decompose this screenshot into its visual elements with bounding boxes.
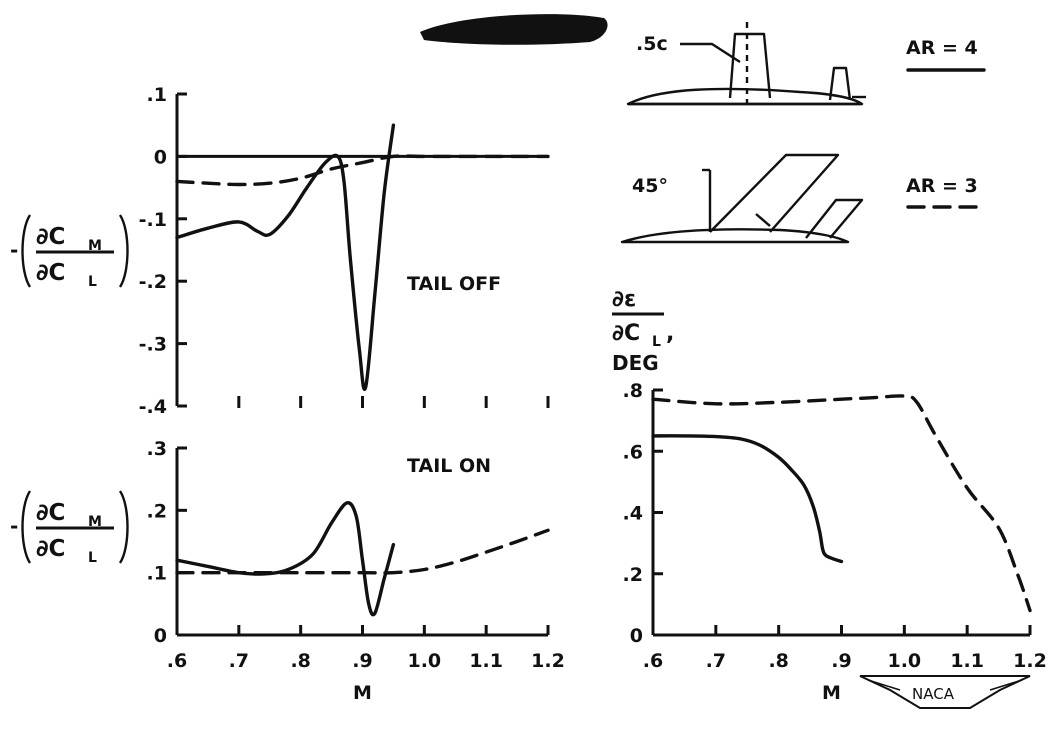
x-axis-label: M xyxy=(822,682,841,704)
tail-on-annotation: TAIL ON xyxy=(407,455,491,477)
x-axis-label: M xyxy=(353,682,372,704)
x-tick-label: .8 xyxy=(290,650,310,672)
series-ar4-line xyxy=(651,434,844,564)
series-ar3-line xyxy=(175,154,550,187)
x-tick-label: .8 xyxy=(768,650,788,672)
panel-tail-on: .3 .2 .1 0.6 .7 .8 .9 1.0 1.1 1.2 M xyxy=(147,438,565,704)
naca-logo: NACA xyxy=(859,675,1031,709)
planform-sketch-ar3: 45° xyxy=(620,153,864,244)
ylabel-tail-off: - ∂C M ∂C L xyxy=(10,214,129,290)
series-ar3-line xyxy=(175,528,550,575)
ylabel-denominator: ∂C xyxy=(36,536,65,562)
x-tick-label: 1.0 xyxy=(407,650,441,672)
y-tick-label: .1 xyxy=(147,84,167,106)
tail-off-annotation: TAIL OFF xyxy=(407,273,501,295)
y-tick-label: .1 xyxy=(147,563,167,585)
y-tick-label: 0 xyxy=(154,146,167,168)
ylabel-numerator-sub: M xyxy=(88,514,102,530)
x-tick-label: 1.2 xyxy=(531,650,565,672)
y-tick-label: .2 xyxy=(623,564,643,586)
x-tick-label: .6 xyxy=(643,650,663,672)
y-tick-label: .4 xyxy=(623,503,643,525)
ylabel-numerator: ∂C xyxy=(36,500,65,526)
x-tick-label: .7 xyxy=(706,650,726,672)
y-tick-label: .3 xyxy=(147,438,167,460)
y-tick-label: -.2 xyxy=(139,271,167,293)
legend-ar4-label: AR = 4 xyxy=(906,37,978,59)
ylabel-downwash: ∂ε ∂C L , DEG xyxy=(612,287,674,375)
ylabel-tail-on: - ∂C M ∂C L xyxy=(10,490,129,566)
sweep-label: 45° xyxy=(632,175,668,197)
x-tick-label: 1.2 xyxy=(1013,650,1047,672)
ylabel-sign: - xyxy=(10,514,18,538)
ylabel-sign: - xyxy=(10,238,18,262)
y-tick-label: -.3 xyxy=(139,334,167,356)
ylabel-downwash-numerator: ∂ε xyxy=(612,287,636,312)
planform-sketch-ar4: .5c xyxy=(626,22,866,110)
ylabel-downwash-unit: DEG xyxy=(612,351,659,375)
x-tick-label: 1.1 xyxy=(469,650,503,672)
y-tick-label: -.1 xyxy=(139,209,167,231)
ylabel-downwash-comma: , xyxy=(666,321,674,346)
panel-downwash: .8.6.4.20.6.7.8.9 1.0 1.1 1.2M xyxy=(623,380,1047,704)
y-tick-label: 0 xyxy=(630,625,643,647)
x-tick-label: .7 xyxy=(229,650,249,672)
naca-logo-text: NACA xyxy=(912,685,955,703)
redaction-mark xyxy=(420,14,608,45)
y-tick-label: .8 xyxy=(623,380,643,402)
series-ar3-line xyxy=(651,394,1032,613)
y-tick-label: .2 xyxy=(147,500,167,522)
y-tick-label: -.4 xyxy=(139,396,167,418)
series-ar4-line xyxy=(175,501,396,617)
x-tick-label: .6 xyxy=(167,650,187,672)
ylabel-downwash-sub: L xyxy=(652,334,661,350)
y-tick-label: .6 xyxy=(623,441,643,463)
ylabel-denominator-sub: L xyxy=(88,274,97,290)
ylabel-denominator: ∂C xyxy=(36,260,65,286)
ylabel-numerator-sub: M xyxy=(88,238,102,254)
series-ar4-line xyxy=(175,123,396,391)
x-tick-label: 1.0 xyxy=(887,650,921,672)
x-tick-label: .9 xyxy=(352,650,372,672)
y-tick-label: 0 xyxy=(154,625,167,647)
ylabel-numerator: ∂C xyxy=(36,224,65,250)
x-tick-label: .9 xyxy=(831,650,851,672)
ylabel-denominator-sub: L xyxy=(88,550,97,566)
chord-label: .5c xyxy=(636,33,668,55)
x-tick-label: 1.1 xyxy=(950,650,984,672)
panel-tail-off: .1 0 -.1 -.2 -.3 -.4 xyxy=(139,84,550,418)
ylabel-downwash-denominator: ∂C xyxy=(612,321,640,346)
legend-ar3-label: AR = 3 xyxy=(906,175,978,197)
legend: AR = 4 AR = 3 xyxy=(906,37,986,209)
